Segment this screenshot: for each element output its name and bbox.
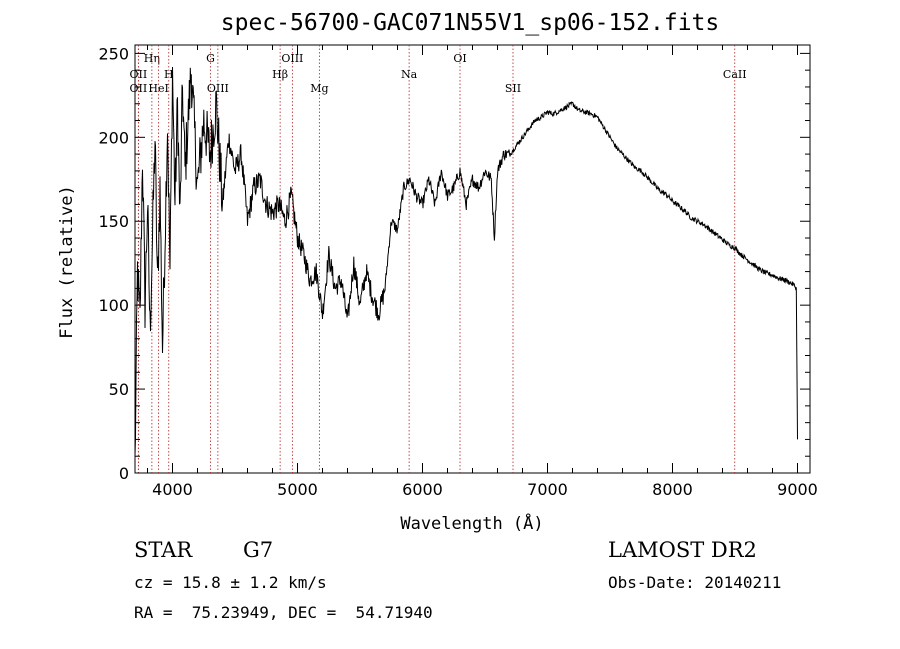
x-tick-label: 4000 (152, 480, 193, 499)
coordinates: RA = 75.23949, DEC = 54.71940 (134, 603, 433, 622)
survey-name: LAMOST DR2 (608, 538, 757, 562)
subclass: G7 (243, 538, 274, 562)
line-label: Hη (144, 52, 160, 65)
line-label: CaII (723, 68, 747, 81)
x-tick-label: 6000 (402, 480, 443, 499)
y-axis-label: Flux (relative) (57, 185, 77, 339)
line-label: Hβ (272, 68, 288, 81)
x-axis-label: Wavelength (Å) (400, 512, 543, 534)
line-label: OI (453, 52, 466, 65)
x-tick-label: 7000 (527, 480, 568, 499)
y-tick-label: 100 (98, 296, 129, 315)
y-tick-label: 200 (98, 128, 129, 147)
y-tick-label: 50 (109, 380, 129, 399)
line-label: OIII (207, 82, 229, 95)
object-class: STAR (134, 538, 193, 562)
x-tick-label: 9000 (777, 480, 818, 499)
y-tick-label: 250 (98, 44, 129, 63)
line-label: SII (505, 82, 521, 95)
line-label: HeI (148, 82, 168, 95)
line-label: Na (401, 68, 418, 81)
spectrum-line (134, 66, 798, 456)
line-label: H (164, 68, 174, 81)
line-label: OIII (281, 52, 303, 65)
line-label: G (206, 52, 215, 65)
line-label: OII (130, 68, 148, 81)
plot-area: OIIOIIHηHeIHGOIIIHβOIIIMgNaOISIICaII4000… (98, 44, 817, 499)
line-label: Mg (310, 82, 328, 95)
y-tick-label: 0 (119, 464, 129, 483)
x-tick-label: 5000 (277, 480, 318, 499)
y-tick-label: 150 (98, 212, 129, 231)
plot-frame (134, 44, 811, 474)
obs-date: Obs-Date: 20140211 (608, 573, 782, 592)
redshift-value: cz = 15.8 ± 1.2 km/s (134, 573, 327, 592)
chart-title: spec-56700-GAC071N55V1_sp06-152.fits (221, 10, 720, 36)
x-tick-label: 8000 (652, 480, 693, 499)
